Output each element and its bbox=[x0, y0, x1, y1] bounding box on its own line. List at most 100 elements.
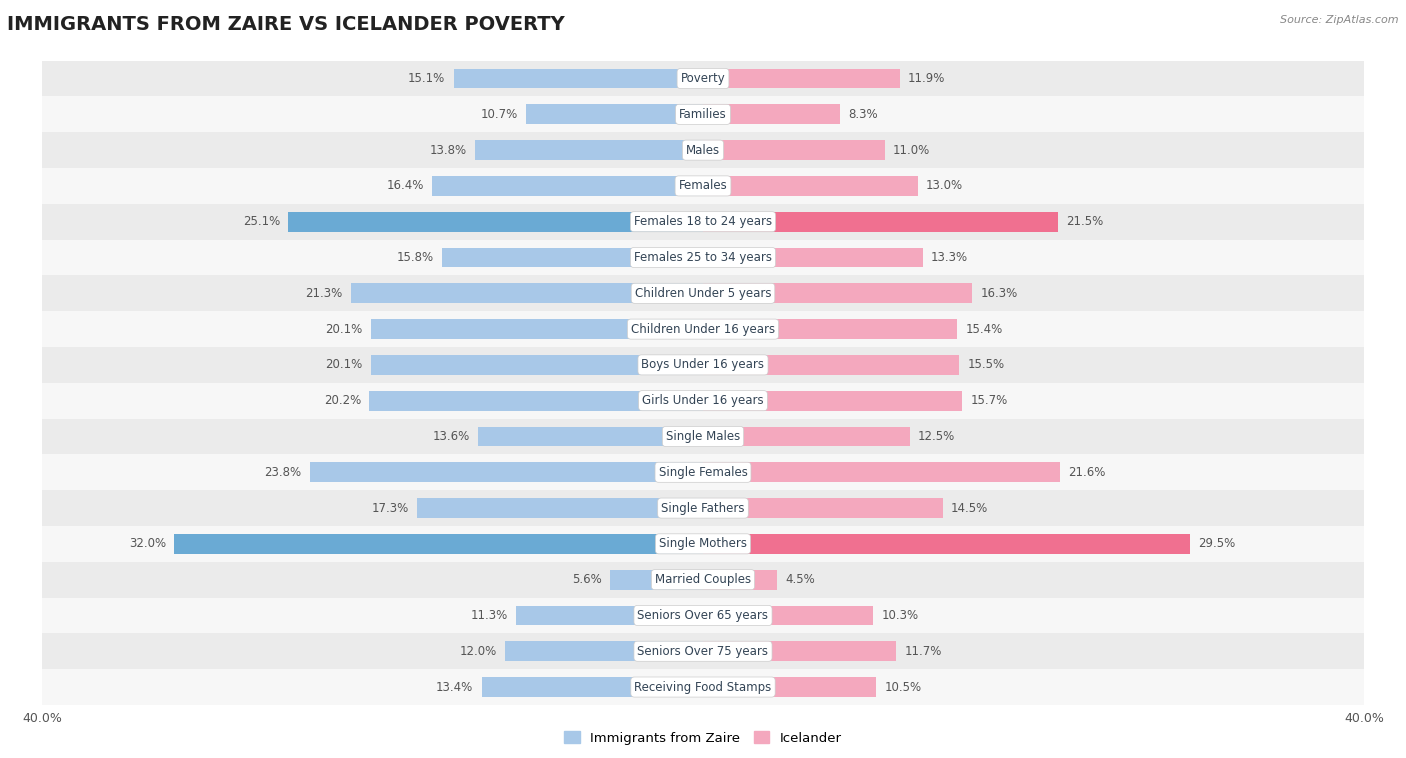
Bar bbox=[703, 248, 922, 268]
Bar bbox=[42, 383, 1364, 418]
Text: 25.1%: 25.1% bbox=[243, 215, 280, 228]
Bar bbox=[441, 248, 703, 268]
Legend: Immigrants from Zaire, Icelander: Immigrants from Zaire, Icelander bbox=[558, 726, 848, 750]
Text: 10.3%: 10.3% bbox=[882, 609, 918, 622]
Bar bbox=[42, 418, 1364, 454]
Text: Source: ZipAtlas.com: Source: ZipAtlas.com bbox=[1281, 15, 1399, 25]
Text: Single Males: Single Males bbox=[666, 430, 740, 443]
Text: 10.5%: 10.5% bbox=[884, 681, 922, 694]
Text: 20.2%: 20.2% bbox=[323, 394, 361, 407]
Bar bbox=[478, 427, 703, 446]
Bar bbox=[288, 212, 703, 231]
Text: Single Females: Single Females bbox=[658, 465, 748, 479]
Bar bbox=[703, 498, 942, 518]
Text: 21.5%: 21.5% bbox=[1066, 215, 1104, 228]
Bar bbox=[703, 677, 876, 697]
Text: 5.6%: 5.6% bbox=[572, 573, 602, 586]
Bar bbox=[352, 283, 703, 303]
Text: Girls Under 16 years: Girls Under 16 years bbox=[643, 394, 763, 407]
Text: 13.3%: 13.3% bbox=[931, 251, 969, 264]
Text: Females: Females bbox=[679, 180, 727, 193]
Bar bbox=[516, 606, 703, 625]
Bar bbox=[703, 69, 900, 89]
Bar bbox=[371, 355, 703, 374]
Text: 11.9%: 11.9% bbox=[908, 72, 945, 85]
Bar bbox=[42, 240, 1364, 275]
Bar bbox=[371, 319, 703, 339]
Text: Females 18 to 24 years: Females 18 to 24 years bbox=[634, 215, 772, 228]
Bar bbox=[42, 132, 1364, 168]
Bar bbox=[42, 562, 1364, 597]
Bar bbox=[42, 312, 1364, 347]
Text: Children Under 5 years: Children Under 5 years bbox=[634, 287, 772, 300]
Bar bbox=[454, 69, 703, 89]
Bar bbox=[703, 212, 1059, 231]
Bar bbox=[370, 391, 703, 411]
Text: 11.7%: 11.7% bbox=[904, 645, 942, 658]
Bar bbox=[42, 168, 1364, 204]
Text: 15.8%: 15.8% bbox=[396, 251, 433, 264]
Text: Boys Under 16 years: Boys Under 16 years bbox=[641, 359, 765, 371]
Text: 12.0%: 12.0% bbox=[460, 645, 496, 658]
Bar bbox=[703, 606, 873, 625]
Text: 29.5%: 29.5% bbox=[1198, 537, 1236, 550]
Bar bbox=[418, 498, 703, 518]
Text: Families: Families bbox=[679, 108, 727, 121]
Text: 13.4%: 13.4% bbox=[436, 681, 474, 694]
Bar bbox=[174, 534, 703, 553]
Bar bbox=[703, 534, 1191, 553]
Text: 15.7%: 15.7% bbox=[970, 394, 1008, 407]
Text: 13.8%: 13.8% bbox=[430, 143, 467, 157]
Text: 32.0%: 32.0% bbox=[129, 537, 166, 550]
Bar bbox=[703, 283, 973, 303]
Text: 15.5%: 15.5% bbox=[967, 359, 1004, 371]
Text: 16.3%: 16.3% bbox=[980, 287, 1018, 300]
Bar bbox=[703, 176, 918, 196]
Text: Females 25 to 34 years: Females 25 to 34 years bbox=[634, 251, 772, 264]
Bar bbox=[475, 140, 703, 160]
Text: Seniors Over 65 years: Seniors Over 65 years bbox=[637, 609, 769, 622]
Text: 20.1%: 20.1% bbox=[325, 323, 363, 336]
Text: 8.3%: 8.3% bbox=[848, 108, 877, 121]
Bar bbox=[703, 355, 959, 374]
Bar bbox=[703, 641, 896, 661]
Text: Single Mothers: Single Mothers bbox=[659, 537, 747, 550]
Text: 15.1%: 15.1% bbox=[408, 72, 446, 85]
Text: 17.3%: 17.3% bbox=[371, 502, 409, 515]
Text: Poverty: Poverty bbox=[681, 72, 725, 85]
Text: 4.5%: 4.5% bbox=[786, 573, 815, 586]
Bar bbox=[42, 634, 1364, 669]
Bar bbox=[42, 96, 1364, 132]
Bar bbox=[42, 454, 1364, 490]
Text: Married Couples: Married Couples bbox=[655, 573, 751, 586]
Bar bbox=[42, 347, 1364, 383]
Text: Receiving Food Stamps: Receiving Food Stamps bbox=[634, 681, 772, 694]
Bar bbox=[703, 427, 910, 446]
Bar bbox=[703, 319, 957, 339]
Text: Seniors Over 75 years: Seniors Over 75 years bbox=[637, 645, 769, 658]
Text: 12.5%: 12.5% bbox=[918, 430, 955, 443]
Bar bbox=[703, 105, 841, 124]
Text: 20.1%: 20.1% bbox=[325, 359, 363, 371]
Bar bbox=[42, 526, 1364, 562]
Text: 13.6%: 13.6% bbox=[433, 430, 470, 443]
Text: 15.4%: 15.4% bbox=[966, 323, 1002, 336]
Bar bbox=[42, 204, 1364, 240]
Text: 10.7%: 10.7% bbox=[481, 108, 517, 121]
Bar bbox=[505, 641, 703, 661]
Bar bbox=[42, 597, 1364, 634]
Bar bbox=[309, 462, 703, 482]
Text: 11.3%: 11.3% bbox=[471, 609, 508, 622]
Text: 11.0%: 11.0% bbox=[893, 143, 931, 157]
Bar bbox=[703, 391, 962, 411]
Bar bbox=[610, 570, 703, 590]
Bar bbox=[703, 462, 1060, 482]
Text: 23.8%: 23.8% bbox=[264, 465, 301, 479]
Text: Children Under 16 years: Children Under 16 years bbox=[631, 323, 775, 336]
Bar bbox=[42, 669, 1364, 705]
Text: 14.5%: 14.5% bbox=[950, 502, 988, 515]
Bar bbox=[703, 570, 778, 590]
Text: 16.4%: 16.4% bbox=[387, 180, 423, 193]
Text: 21.3%: 21.3% bbox=[305, 287, 343, 300]
Text: Males: Males bbox=[686, 143, 720, 157]
